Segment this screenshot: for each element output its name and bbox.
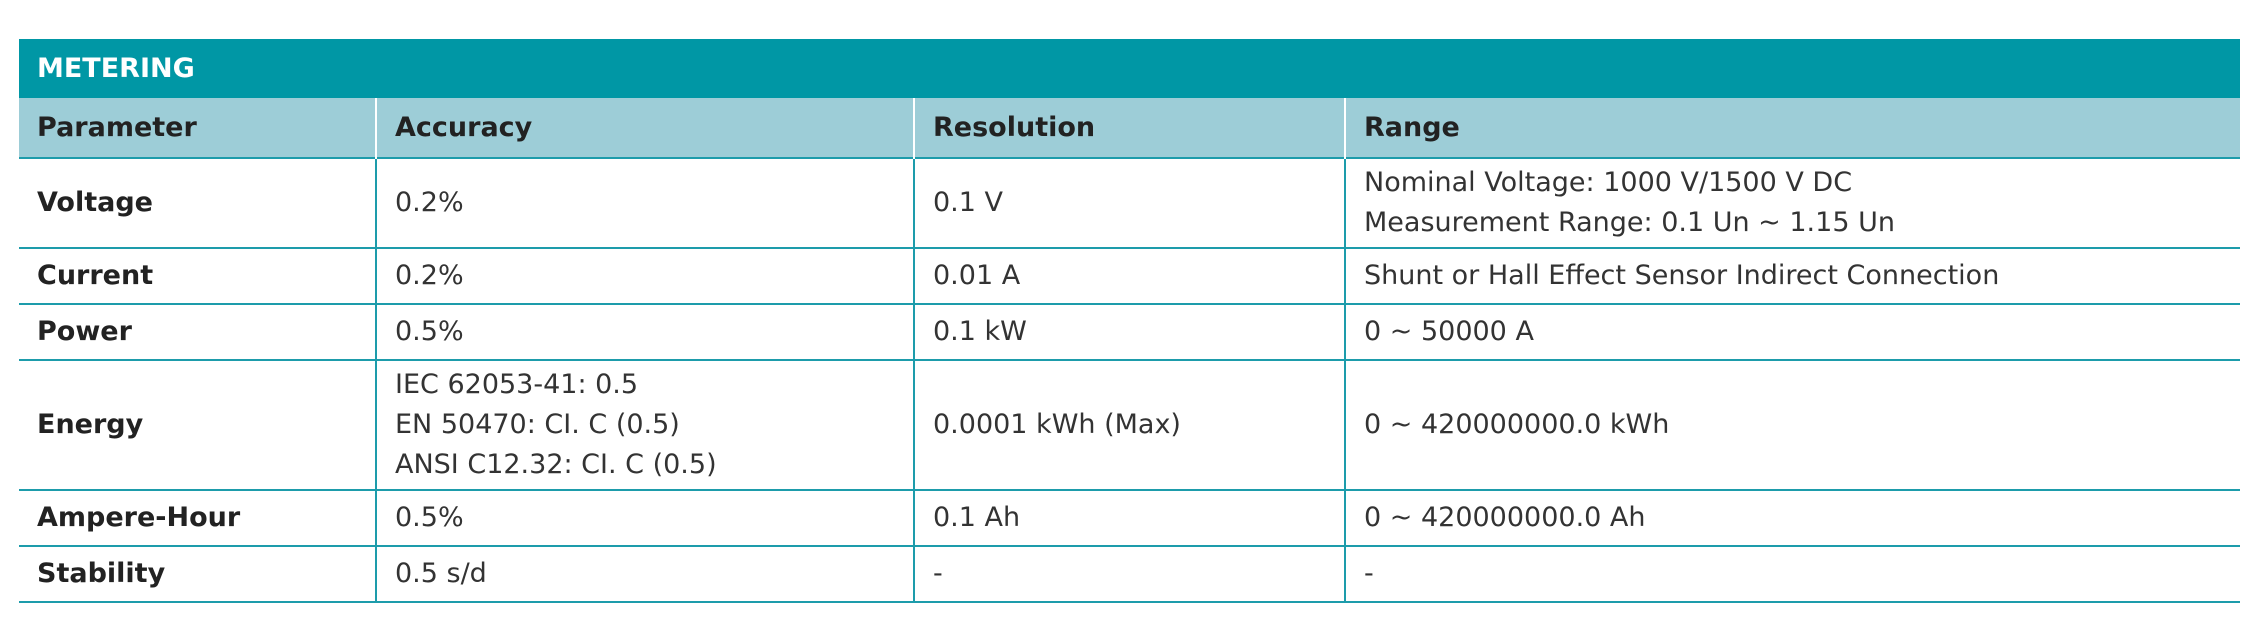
cell-text: - (933, 558, 943, 589)
cell-text: Ampere-Hour (37, 502, 241, 533)
table-cell: 0.2% (375, 247, 914, 305)
table-cell: 0 ~ 420000000.0 kWh (1344, 359, 2240, 491)
table-cell: - (1344, 545, 2240, 603)
cell-text: 0.5% (395, 502, 464, 533)
table-cell: 0.5% (375, 303, 914, 361)
table-cell: Shunt or Hall Effect Sensor Indirect Con… (1344, 247, 2240, 305)
table-cell: 0.0001 kWh (Max) (913, 359, 1345, 491)
cell-text: 0.5 s/d (395, 558, 487, 589)
cell-text: 0.1 kW (933, 316, 1027, 347)
table-row: Voltage 0.2% 0.1 V Nominal Voltage: 1000 V/… (19, 157, 2240, 249)
table-cell: Power (19, 303, 376, 361)
table-cell: IEC 62053-41: 0.5 EN 50470: CI. C (0.5) AN… (375, 359, 914, 491)
cell-text: 0.5% (395, 316, 464, 347)
cell-text: 0.0001 kWh (Max) (933, 409, 1181, 440)
table-row: Power 0.5% 0.1 kW 0 ~ 50000 A (19, 303, 2240, 361)
cell-text: EN 50470: CI. C (0.5) (395, 409, 680, 440)
cell-text: Nominal Voltage: 1000 V/1500 V DC (1364, 167, 1853, 198)
cell-text: Energy (37, 409, 144, 440)
cell-text: 0.2% (395, 187, 464, 218)
cell-text: 0.2% (395, 260, 464, 291)
cell-text: IEC 62053-41: 0.5 (395, 369, 639, 400)
cell-text: Current (37, 260, 154, 291)
table-cell: 0.5% (375, 489, 914, 547)
cell-text: 0.1 Ah (933, 502, 1021, 533)
column-header: Resolution (913, 98, 1345, 158)
column-header: Accuracy (375, 98, 914, 158)
table: Parameter Accuracy Resolution Range Voltage… (19, 98, 2240, 603)
cell-text: 0 ~ 50000 A (1364, 316, 1534, 347)
table-cell: 0 ~ 50000 A (1344, 303, 2240, 361)
table-cell: Ampere-Hour (19, 489, 376, 547)
cell-text: 0 ~ 420000000.0 kWh (1364, 409, 1670, 440)
cell-text: - (1364, 558, 1374, 589)
table-cell: Nominal Voltage: 1000 V/1500 V DC Measure… (1344, 157, 2240, 249)
table-cell: 0.1 Ah (913, 489, 1345, 547)
table-cell: - (913, 545, 1345, 603)
table-cell: 0 ~ 420000000.0 Ah (1344, 489, 2240, 547)
table-cell: 0.1 kW (913, 303, 1345, 361)
cell-text: Measurement Range: 0.1 Un ~ 1.15 Un (1364, 207, 1895, 238)
metering-table: METERING Parameter Accuracy Resolution Rang… (19, 39, 2240, 603)
table-cell: Stability (19, 545, 376, 603)
table-body: Voltage 0.2% 0.1 V Nominal Voltage: 1000 V/… (19, 157, 2240, 603)
table-title: METERING (19, 39, 2240, 98)
table-row: Current 0.2% 0.01 A Shunt or Hall Effect Se… (19, 247, 2240, 305)
table-row: Energy IEC 62053-41: 0.5 EN 50470: CI. C (… (19, 359, 2240, 491)
table-cell: Energy (19, 359, 376, 491)
table-cell: Current (19, 247, 376, 305)
table-cell: 0.1 V (913, 157, 1345, 249)
table-cell: Voltage (19, 157, 376, 249)
table-cell: 0.2% (375, 157, 914, 249)
table-cell: 0.01 A (913, 247, 1345, 305)
column-header: Parameter (19, 98, 376, 158)
cell-text: Voltage (37, 187, 153, 218)
table-row: Ampere-Hour 0.5% 0.1 Ah 0 ~ 420000000.0 Ah (19, 489, 2240, 547)
cell-text: Shunt or Hall Effect Sensor Indirect Con… (1364, 260, 2000, 291)
cell-text: 0.1 V (933, 187, 1003, 218)
cell-text: 0 ~ 420000000.0 Ah (1364, 502, 1646, 533)
cell-text: Stability (37, 558, 166, 589)
table-cell: 0.5 s/d (375, 545, 914, 603)
cell-text: Power (37, 316, 132, 347)
table-row: Stability 0.5 s/d - - (19, 545, 2240, 603)
header-row: Parameter Accuracy Resolution Range (19, 98, 2240, 158)
column-header: Range (1344, 98, 2240, 158)
cell-text: ANSI C12.32: CI. C (0.5) (395, 449, 717, 480)
cell-text: 0.01 A (933, 260, 1021, 291)
